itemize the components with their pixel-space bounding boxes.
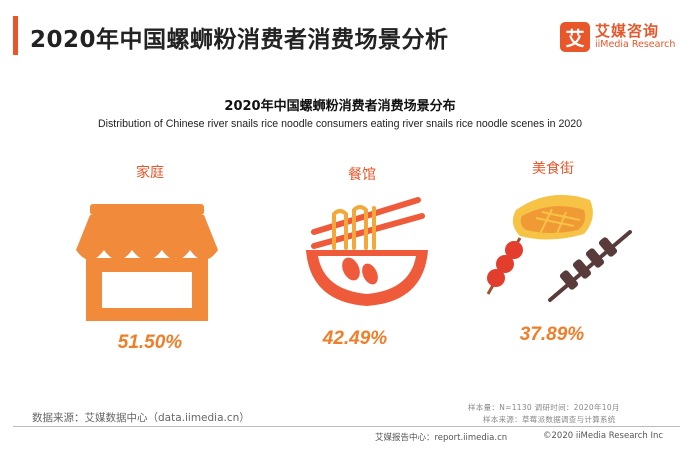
value-label-restaurant: 42.49% (322, 328, 388, 349)
footer-divider (13, 426, 680, 427)
brand-name-en: iiMedia Research (595, 39, 676, 50)
noodle-bowl-icon (306, 197, 428, 306)
footer-report-link[interactable]: 艾媒报告中心：report.iimedia.cn (375, 433, 508, 443)
sample-source: 样本来源：草莓派数据调查与计算系统 (483, 415, 616, 424)
chart-subtitle: Distribution of Chinese river snails ric… (97, 118, 583, 130)
footer-copyright: ©2020 iiMedia Research Inc (543, 431, 664, 441)
data-source: 数据来源：艾媒数据中心（data.iimedia.cn） (32, 412, 250, 424)
value-label-home: 51.50% (117, 332, 183, 353)
brand-logo: 艾 (560, 22, 590, 52)
title-accent-bar (13, 16, 18, 55)
page-title: 2020年中国螺蛳粉消费者消费场景分析 (30, 27, 449, 53)
brand-name-cn: 艾媒咨询 (595, 22, 660, 40)
street-food-icon (486, 194, 632, 302)
brand-logo-glyph: 艾 (565, 28, 585, 50)
chart-title: 2020年中国螺蛳粉消费者消费场景分布 (224, 99, 456, 114)
category-label-food-street: 美食街 (532, 161, 574, 177)
sample-info: 样本量：N=1130 调研时间：2020年10月 (468, 403, 620, 412)
category-label-restaurant: 餐馆 (348, 167, 376, 183)
shop-awning-icon (76, 204, 218, 321)
category-label-home: 家庭 (136, 165, 164, 181)
value-label-food-street: 37.89% (519, 324, 585, 345)
